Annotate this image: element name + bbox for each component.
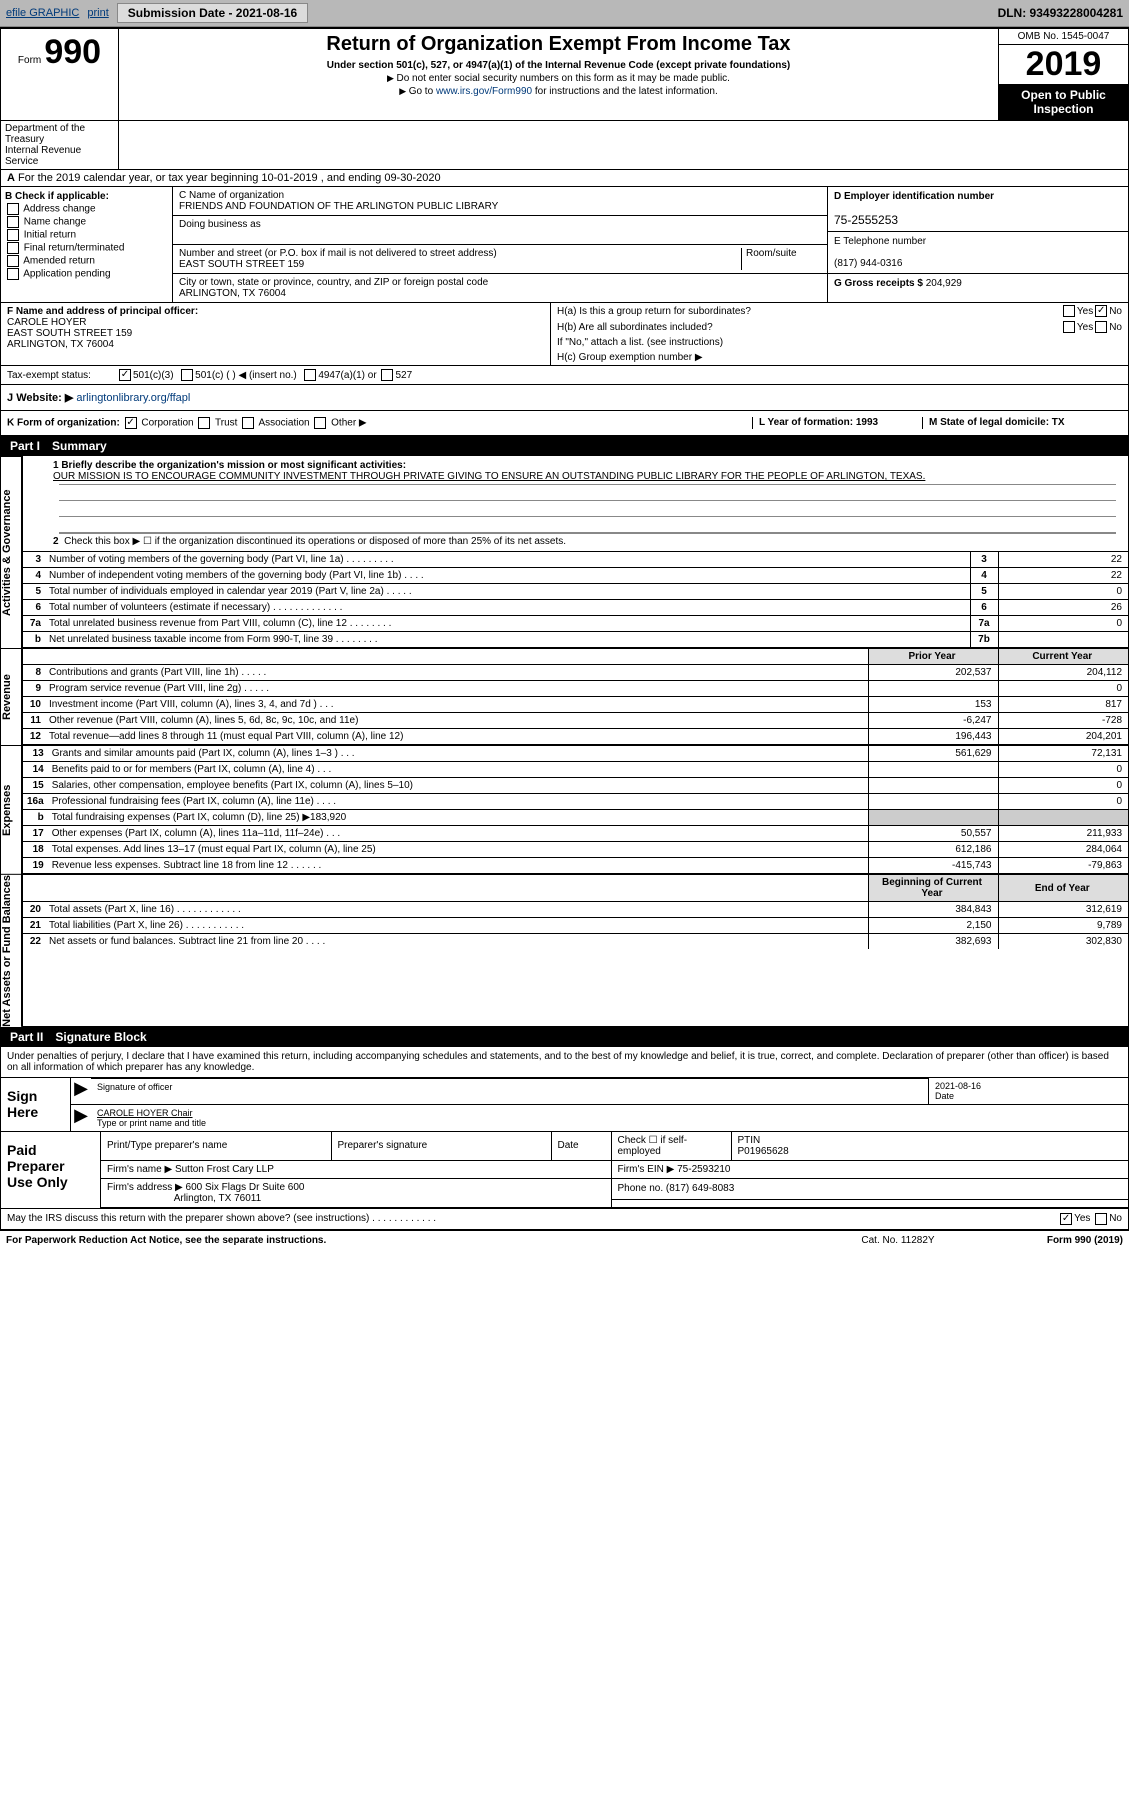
part-i-header: Part ISummary xyxy=(0,436,1129,456)
org-city: ARLINGTON, TX 76004 xyxy=(179,288,286,299)
expenses-table: 13Grants and similar amounts paid (Part … xyxy=(23,745,1128,873)
tax-exempt-status: Tax-exempt status: ✓ 501(c)(3) 501(c) ( … xyxy=(0,366,1129,385)
submission-date-button[interactable]: Submission Date - 2021-08-16 xyxy=(117,3,308,23)
section-d-g: D Employer identification number75-25552… xyxy=(828,187,1128,302)
footer: For Paperwork Reduction Act Notice, see … xyxy=(0,1230,1129,1250)
form-title: Return of Organization Exempt From Incom… xyxy=(123,33,994,56)
paid-preparer-block: Paid Preparer Use Only Print/Type prepar… xyxy=(0,1132,1129,1209)
side-activities-governance: Activities & Governance xyxy=(0,456,22,648)
chk-527[interactable] xyxy=(381,369,393,381)
section-f-officer: F Name and address of principal officer:… xyxy=(1,303,551,365)
chk-amended-return[interactable]: Amended return xyxy=(5,255,168,267)
chk-association[interactable] xyxy=(242,417,254,429)
public-inspection: Open to Public Inspection xyxy=(999,84,1128,120)
section-c-org: C Name of organizationFRIENDS AND FOUNDA… xyxy=(173,187,828,302)
officer-signature-name: CAROLE HOYER Chair xyxy=(97,1108,193,1118)
website-link[interactable]: arlingtonlibrary.org/ffapl xyxy=(76,392,190,404)
form-header: Form 990 Return of Organization Exempt F… xyxy=(0,27,1129,121)
side-expenses: Expenses xyxy=(0,745,22,874)
firm-name: Sutton Frost Cary LLP xyxy=(175,1164,274,1175)
side-net-assets: Net Assets or Fund Balances xyxy=(0,874,22,1027)
net-assets-table: Beginning of Current YearEnd of Year 20T… xyxy=(23,874,1128,949)
firm-phone: (817) 649-8083 xyxy=(666,1183,734,1194)
row-j-website: J Website: ▶ arlingtonlibrary.org/ffapl xyxy=(0,385,1129,411)
firm-addr2: Arlington, TX 76011 xyxy=(174,1193,261,1204)
form-label: Form xyxy=(18,55,41,66)
part-ii-header: Part IISignature Block xyxy=(0,1027,1129,1047)
row-a-tax-year: A For the 2019 calendar year, or tax yea… xyxy=(0,170,1129,187)
discuss-preparer-row: May the IRS discuss this return with the… xyxy=(0,1209,1129,1230)
officer-name: CAROLE HOYER xyxy=(7,317,86,328)
chk-501c3[interactable]: ✓ xyxy=(119,369,131,381)
irs-link[interactable]: www.irs.gov/Form990 xyxy=(436,86,532,97)
chk-name-change[interactable]: Name change xyxy=(5,216,168,228)
chk-4947[interactable] xyxy=(304,369,316,381)
gross-receipts: 204,929 xyxy=(926,278,962,289)
note-goto: Go to www.irs.gov/Form990 for instructio… xyxy=(123,86,994,97)
sign-date: 2021-08-16 xyxy=(935,1081,981,1091)
org-street: EAST SOUTH STREET 159 xyxy=(179,259,304,270)
governance-table: 3Number of voting members of the governi… xyxy=(23,551,1128,647)
org-name: FRIENDS AND FOUNDATION OF THE ARLINGTON … xyxy=(179,201,498,212)
side-revenue: Revenue xyxy=(0,648,22,745)
chk-corporation[interactable]: ✓ xyxy=(125,417,137,429)
chk-address-change[interactable]: Address change xyxy=(5,203,168,215)
q1-mission: 1 Briefly describe the organization's mi… xyxy=(23,456,1128,551)
omb-number: OMB No. 1545-0047 xyxy=(999,29,1128,45)
firm-ein: 75-2593210 xyxy=(677,1164,730,1175)
ein: 75-2555253 xyxy=(834,213,898,227)
chk-final-return[interactable]: Final return/terminated xyxy=(5,242,168,254)
telephone: (817) 944-0316 xyxy=(834,258,902,269)
section-b-checkboxes: B Check if applicable: Address change Na… xyxy=(1,187,173,302)
efile-toolbar: efile GRAPHIC print Submission Date - 20… xyxy=(0,0,1129,27)
efile-link[interactable]: efile GRAPHIC xyxy=(6,7,79,19)
note-ssn: Do not enter social security numbers on … xyxy=(123,73,994,84)
chk-initial-return[interactable]: Initial return xyxy=(5,229,168,241)
dept-treasury: Department of the TreasuryInternal Reven… xyxy=(1,121,119,169)
sign-here-block: Sign Here ▶ Signature of officer 2021-08… xyxy=(0,1078,1129,1132)
chk-other[interactable] xyxy=(314,417,326,429)
tax-year: 2019 xyxy=(999,45,1128,84)
chk-application-pending[interactable]: Application pending xyxy=(5,268,168,280)
chk-501c[interactable] xyxy=(181,369,193,381)
form-number: 990 xyxy=(44,33,101,71)
perjury-declaration: Under penalties of perjury, I declare th… xyxy=(0,1047,1129,1078)
firm-addr1: 600 Six Flags Dr Suite 600 xyxy=(186,1182,305,1193)
chk-trust[interactable] xyxy=(198,417,210,429)
chk-discuss-no[interactable] xyxy=(1095,1213,1107,1225)
dln-label: DLN: 93493228004281 xyxy=(998,6,1123,20)
chk-discuss-yes[interactable]: ✓ xyxy=(1060,1213,1072,1225)
row-k-form-org: K Form of organization: ✓ Corporation Tr… xyxy=(0,411,1129,436)
ptin: P01965628 xyxy=(738,1146,789,1157)
year-formation: L Year of formation: 1993 xyxy=(759,417,878,428)
revenue-table: Prior YearCurrent Year 8Contributions an… xyxy=(23,648,1128,744)
print-link[interactable]: print xyxy=(87,7,108,19)
form-subtitle: Under section 501(c), 527, or 4947(a)(1)… xyxy=(123,60,994,71)
state-domicile: M State of legal domicile: TX xyxy=(929,417,1065,428)
section-h-group: H(a) Is this a group return for subordin… xyxy=(551,303,1128,365)
mission-text: OUR MISSION IS TO ENCOURAGE COMMUNITY IN… xyxy=(53,471,925,482)
